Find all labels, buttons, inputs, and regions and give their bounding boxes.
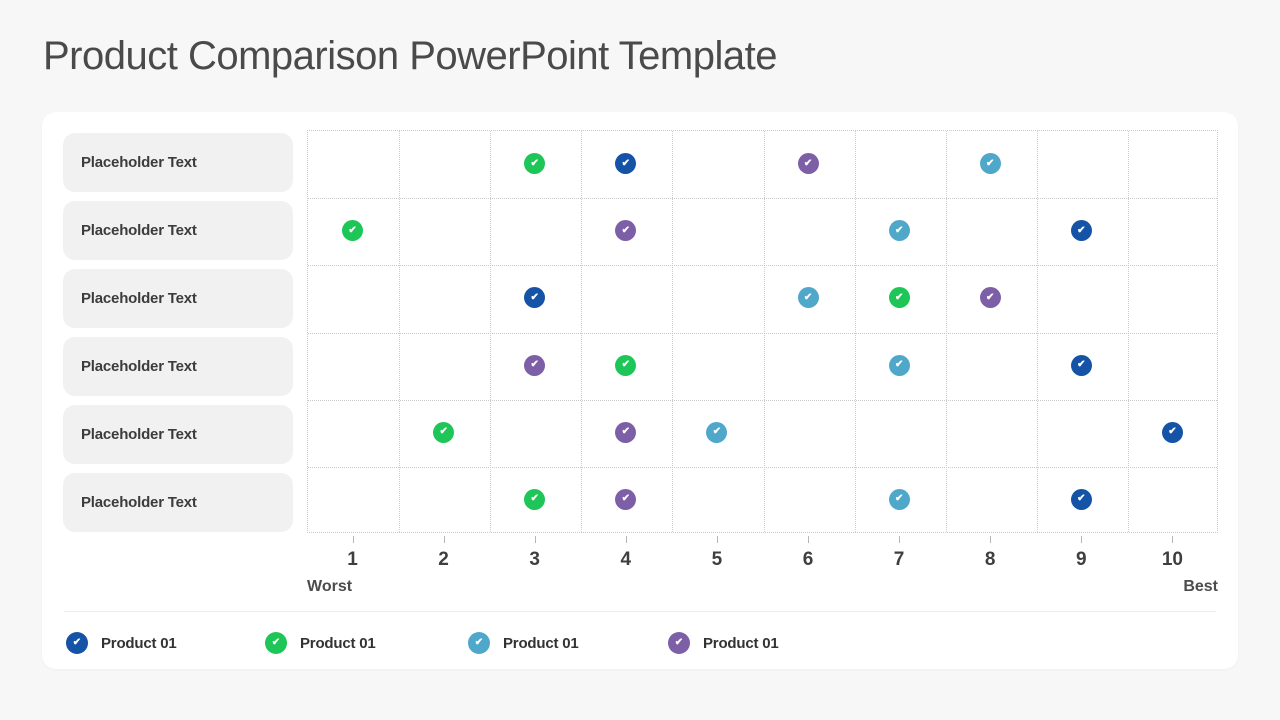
mark-green-check-icon: ✔ [433,421,455,443]
x-axis-number: 5 [711,549,723,570]
x-axis-tick [443,536,445,543]
legend-label: Product 01 [300,634,376,652]
mark-teal-check-icon: ✔ [888,220,910,242]
legend-label: Product 01 [703,634,779,652]
x-axis-tick [352,536,354,543]
scale-best-label: Best [1183,578,1218,595]
grid-column-line [854,131,856,532]
mark-teal-check-icon: ✔ [979,153,1001,175]
x-axis-tick [1172,536,1174,543]
x-axis-number: 9 [1076,549,1087,570]
row-label: Placeholder Text [63,473,293,532]
mark-green-check-icon: ✔ [524,153,546,175]
row-label-text: Placeholder Text [81,358,197,375]
blue-check-icon: ✔ [66,632,88,654]
x-axis-number: 1 [347,549,358,570]
x-axis-number: 4 [620,549,632,570]
x-axis-tick [899,536,901,543]
grid-column-line [945,131,947,532]
grid-column-line [672,131,674,532]
row-label-text: Placeholder Text [81,426,197,443]
mark-blue-check-icon: ✔ [1070,220,1092,242]
mark-blue-check-icon: ✔ [1161,421,1183,443]
legend-item-purple: ✔ Product 01 [668,631,779,655]
mark-teal-check-icon: ✔ [888,488,910,510]
mark-blue-check-icon: ✔ [524,287,546,309]
mark-blue-check-icon: ✔ [615,153,637,175]
mark-purple-check-icon: ✔ [615,220,637,242]
x-axis-tick [716,536,718,543]
mark-blue-check-icon: ✔ [1070,488,1092,510]
row-label: Placeholder Text [63,201,293,260]
x-axis-number: 7 [893,549,905,570]
row-label: Placeholder Text [63,133,293,192]
x-axis-number: 10 [1161,549,1183,570]
grid-row-line [308,265,1217,267]
mark-purple-check-icon: ✔ [524,354,546,376]
mark-purple-check-icon: ✔ [615,488,637,510]
legend-label: Product 01 [101,634,177,652]
legend-divider [64,611,1216,612]
mark-blue-check-icon: ✔ [1070,354,1092,376]
x-axis-tick [625,536,627,543]
grid-column-line [581,131,583,532]
legend-item-teal: ✔ Product 01 [468,631,579,655]
page-title: Product Comparison PowerPoint Template [43,34,777,78]
row-label: Placeholder Text [63,405,293,464]
row-label-text: Placeholder Text [81,154,197,171]
scale-worst-label: Worst [307,578,353,595]
grid-row-line [308,399,1217,401]
legend-item-green: ✔ Product 01 [265,631,376,655]
row-label-text: Placeholder Text [81,222,197,239]
x-axis-number: 6 [802,549,814,570]
mark-purple-check-icon: ✔ [979,287,1001,309]
mark-green-check-icon: ✔ [888,287,910,309]
comparison-card: Placeholder Text Placeholder Text Placehol… [42,112,1238,669]
grid-row-line [308,198,1217,200]
legend-item-blue: ✔ Product 01 [66,631,177,655]
legend-label: Product 01 [503,634,579,652]
x-axis-number: 2 [438,549,449,570]
mark-green-check-icon: ✔ [342,220,364,242]
mark-purple-check-icon: ✔ [797,153,819,175]
row-label: Placeholder Text [63,269,293,328]
x-axis-tick [808,536,810,543]
x-axis-number: 8 [984,549,996,570]
grid-column-line [399,131,401,532]
grid-column-line [763,131,765,532]
grid-column-line [490,131,492,532]
x-axis-number: 3 [529,549,540,570]
grid-column-line [1036,131,1038,532]
mark-teal-check-icon: ✔ [888,354,910,376]
teal-check-icon: ✔ [468,632,490,654]
mark-purple-check-icon: ✔ [615,421,637,443]
row-label-text: Placeholder Text [81,494,197,511]
mark-green-check-icon: ✔ [615,354,637,376]
grid-row-line [308,332,1217,334]
grid-column-line [1127,131,1129,532]
row-label: Placeholder Text [63,337,293,396]
green-check-icon: ✔ [265,632,287,654]
x-axis-tick [534,536,536,543]
mark-green-check-icon: ✔ [524,488,546,510]
mark-teal-check-icon: ✔ [797,287,819,309]
comparison-grid: ✔ ✔ ✔ ✔ ✔ ✔ ✔ ✔ ✔ ✔ ✔ ✔ ✔ ✔ ✔ ✔ ✔ ✔ ✔ ✔ ✔ ✔ ✔ ✔ [307,130,1218,533]
mark-teal-check-icon: ✔ [706,421,728,443]
x-axis-tick [990,536,992,543]
row-label-text: Placeholder Text [81,290,197,307]
grid-row-line [308,466,1217,468]
purple-check-icon: ✔ [668,632,690,654]
x-axis-tick [1081,536,1083,543]
